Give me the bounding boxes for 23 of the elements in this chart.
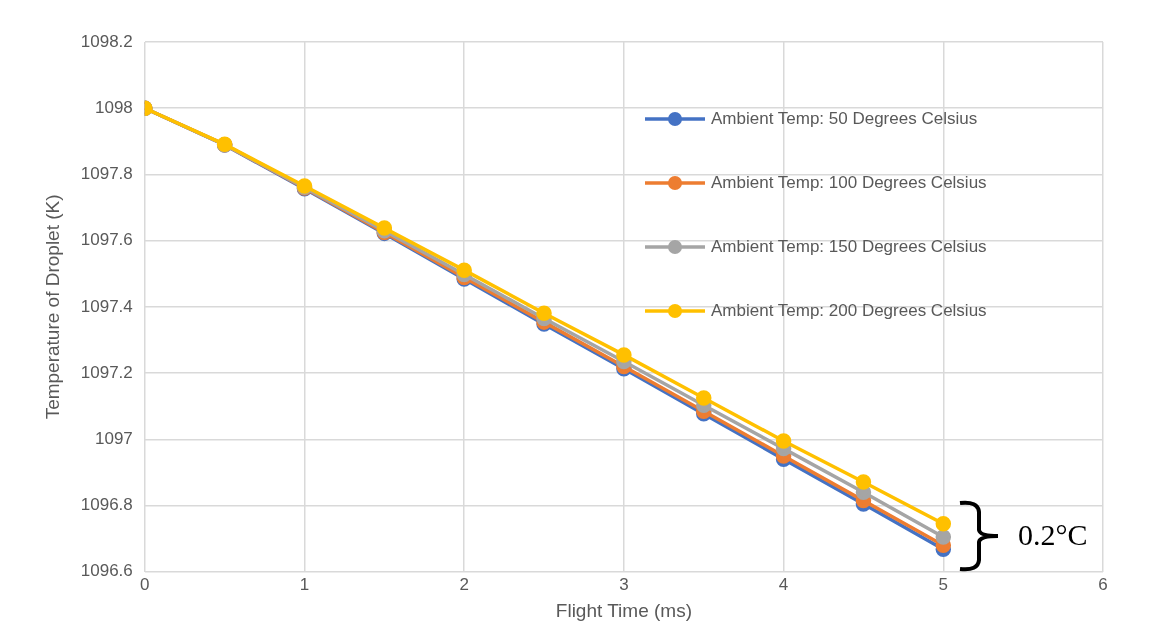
x-tick-label: 4 [778,574,789,594]
legend-label: Ambient Temp: 150 Degrees Celsius [711,236,987,256]
y-tick-label: 1096.8 [80,495,133,515]
y-axis-title: Temperature of Droplet (K) [41,194,63,420]
annotation: 0.2°C [1018,518,1088,552]
y-tick-label: 1096.6 [80,561,133,581]
y-tick-label: 1098 [94,97,133,117]
legend-label: Ambient Temp: 200 Degrees Celsius [711,300,987,320]
legend-label: Ambient Temp: 100 Degrees Celsius [711,172,987,192]
x-tick-label: 2 [459,574,469,594]
x-tick-label: 6 [1098,574,1108,594]
y-tick-label: 1097 [94,429,133,449]
y-tick-label: 1097.4 [80,296,133,316]
x-tick-label: 5 [938,574,949,594]
x-axis-title: Flight Time (ms) [555,599,692,621]
y-tick-label: 1097.6 [80,230,133,250]
x-tick-label: 0 [140,574,150,594]
y-tick-label: 1097.8 [80,164,133,184]
y-tick-label: 1098.2 [80,31,133,51]
legend-label: Ambient Temp: 50 Degrees Celsius [711,108,978,128]
x-tick-label: 1 [299,574,310,594]
y-tick-label: 1097.2 [80,362,133,382]
x-tick-label: 3 [619,574,629,594]
